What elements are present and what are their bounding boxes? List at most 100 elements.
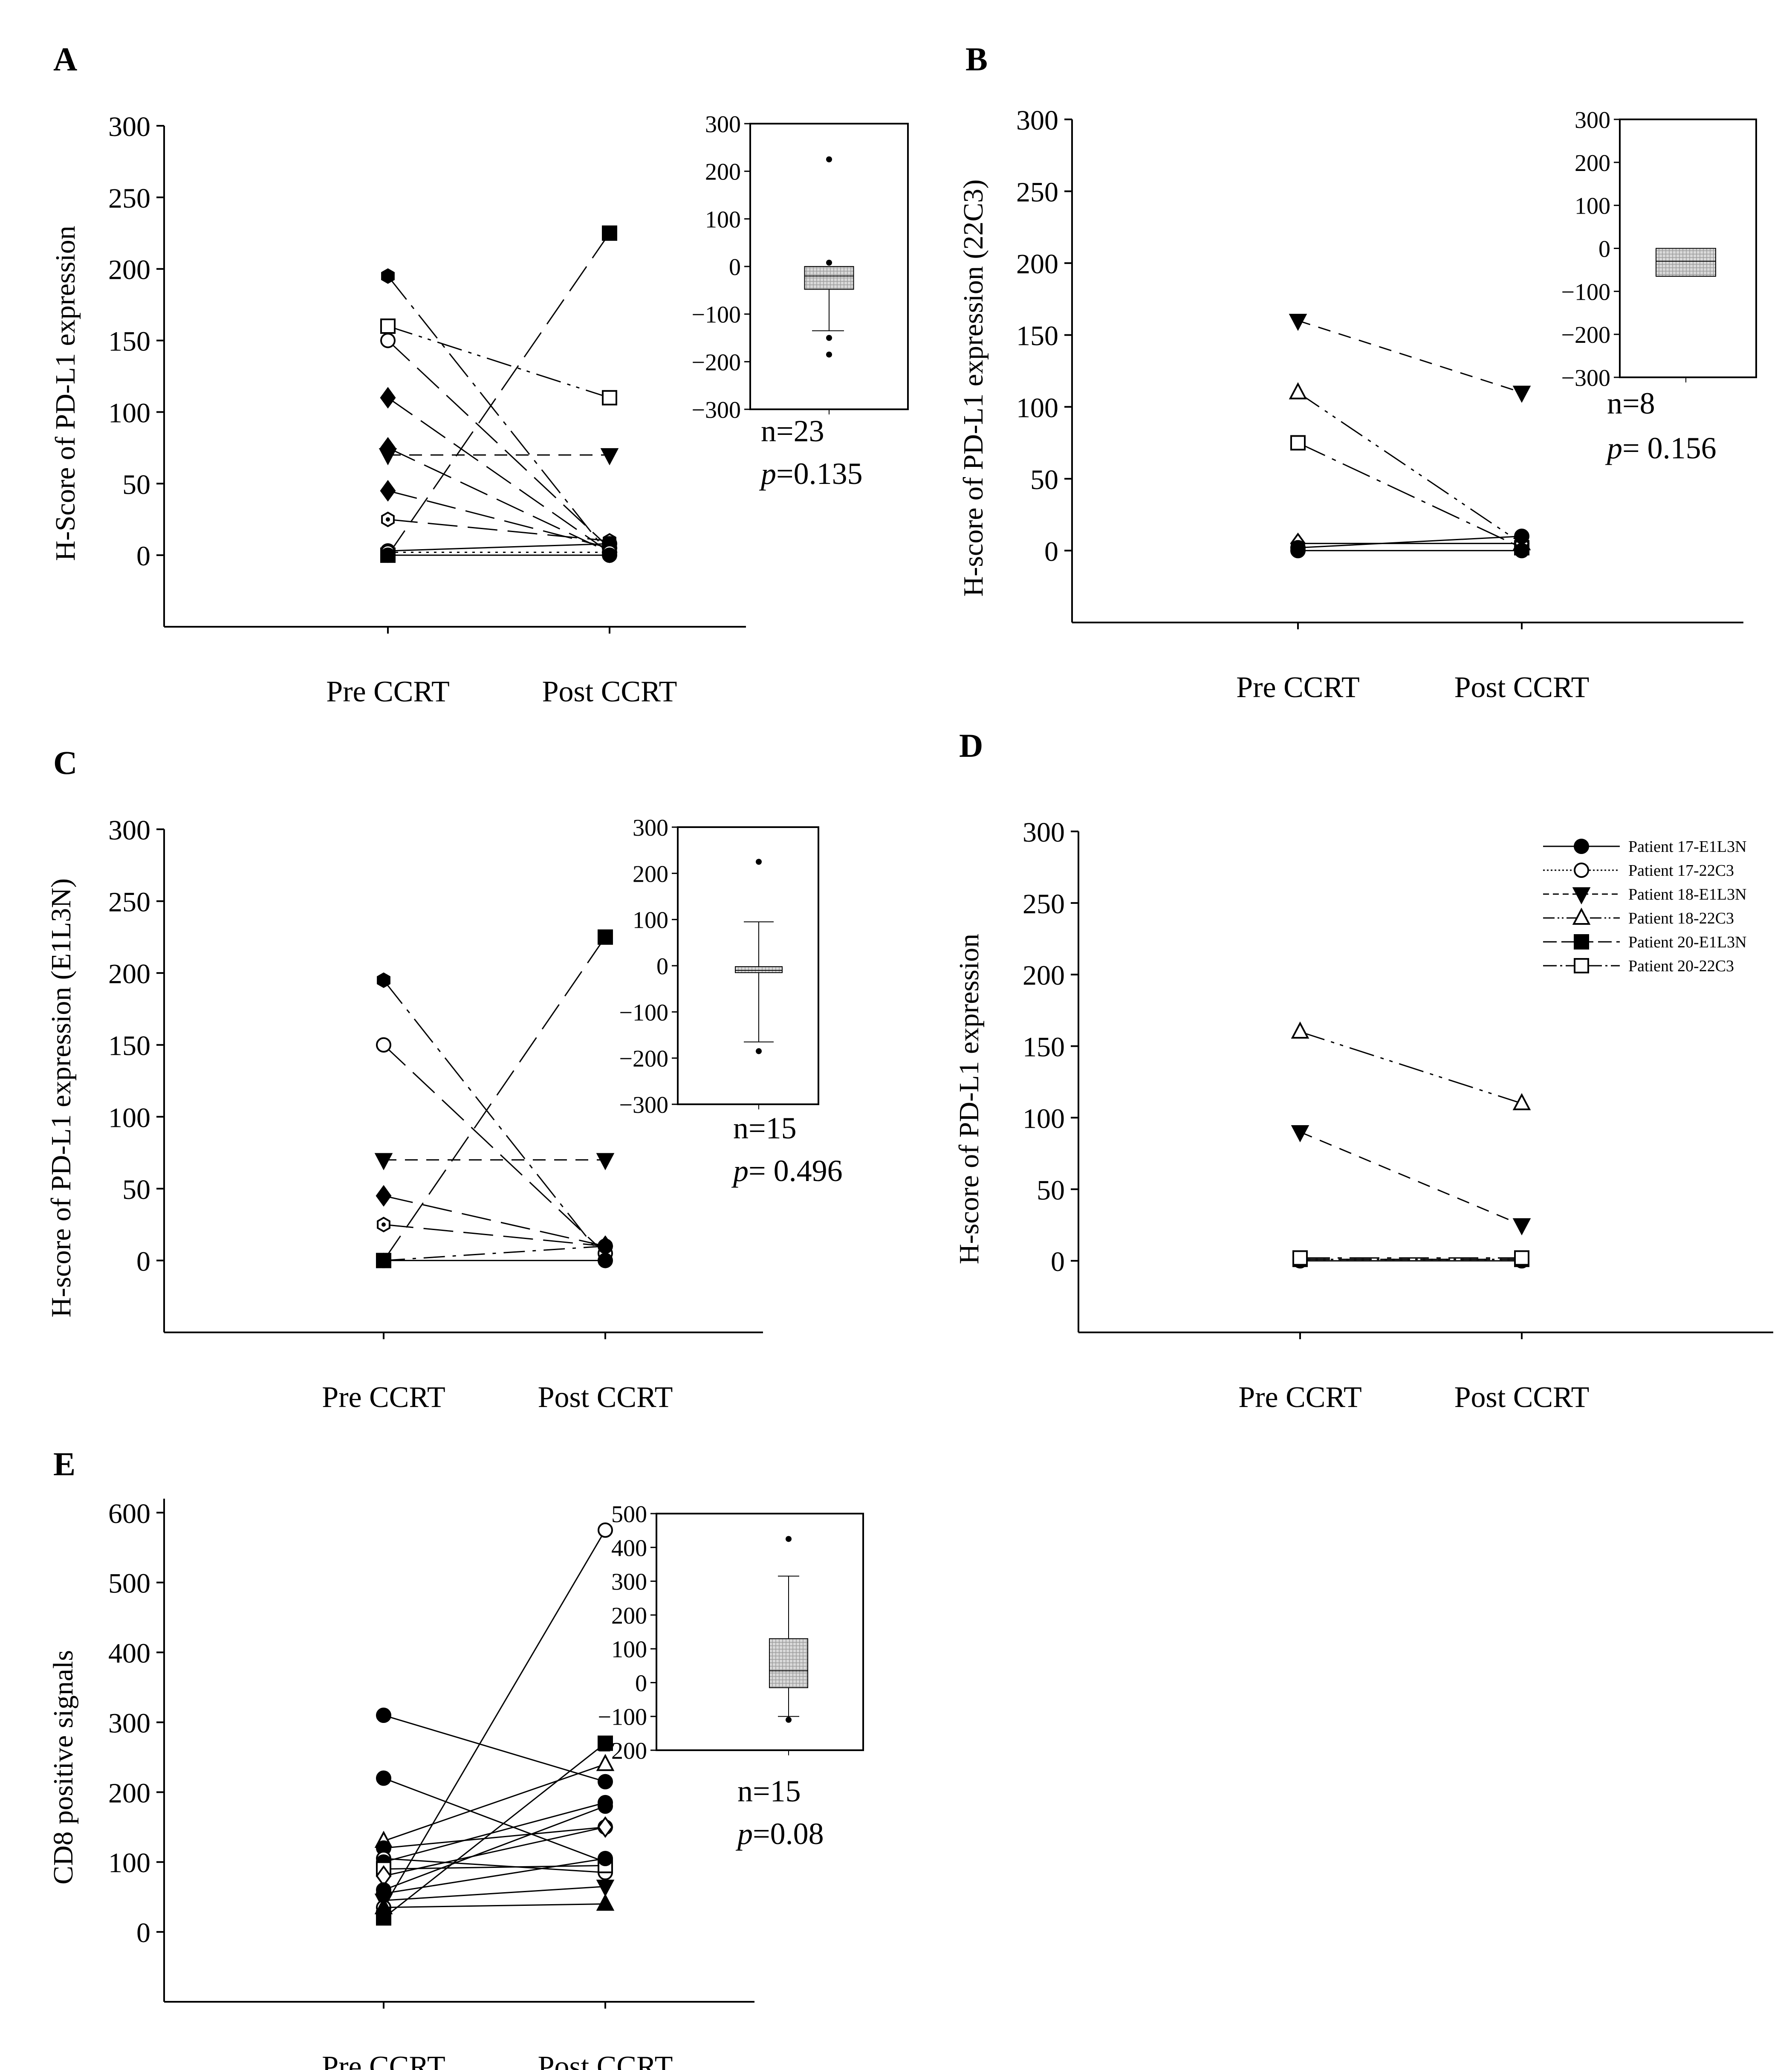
point-post: [596, 1153, 615, 1170]
series-line: [383, 1224, 606, 1247]
inset-ytick-label: 200: [705, 159, 741, 185]
series-s1: [1289, 314, 1531, 403]
xcat-label: Post CCRT: [542, 675, 677, 708]
ytick-label: 250: [1023, 889, 1065, 920]
series-line: [383, 937, 606, 1261]
panel-E: E 0 100 200 300 400 500 600 Pre CCRT Post CCRT CD8…: [48, 1445, 864, 2070]
ytick-label: 150: [1023, 1032, 1065, 1063]
series-s1: [376, 1708, 613, 1789]
point-pre: [376, 1037, 391, 1053]
series-s6: [379, 448, 619, 466]
legend-marker: [1572, 907, 1591, 925]
series-line: [383, 1805, 606, 1891]
panel-A: A 0 50 100 150 200 250 300 Pre CCRT Post CCRT H-Sc…: [50, 41, 909, 708]
ytick-label: 50: [1037, 1175, 1065, 1206]
ytick-label: 600: [108, 1498, 150, 1529]
inset-ytick-label: −300: [1561, 365, 1610, 391]
point-pre: [380, 387, 396, 409]
inset-ytick-label: 100: [633, 907, 668, 934]
p-value: =0.08: [753, 1817, 824, 1851]
point-pre: [381, 268, 395, 284]
inset-frame: [656, 1513, 864, 1751]
point-pre: [1289, 382, 1307, 400]
point-post: [1514, 528, 1529, 544]
point-post: [598, 1774, 613, 1789]
series-line: [1300, 1031, 1522, 1104]
inset-ytick-label: −300: [619, 1092, 668, 1118]
series-line: [1298, 392, 1522, 544]
series-line: [383, 1245, 606, 1261]
series-Patient 20-22C3: [1292, 1250, 1529, 1266]
xcat-label: Post CCRT: [538, 2050, 673, 2070]
series-line: [387, 447, 610, 553]
point-pre: [380, 480, 396, 502]
inset-ytick-label: −100: [619, 999, 668, 1026]
ytick-label: 500: [108, 1568, 150, 1599]
ytick-label: 400: [108, 1638, 150, 1669]
legend-marker: [1574, 839, 1589, 854]
xcat-label: Pre CCRT: [322, 1381, 445, 1414]
series-line: [383, 1529, 606, 1908]
point-pre: [376, 1910, 391, 1926]
ytick-label: 50: [1030, 464, 1058, 495]
panel-label-B: B: [965, 41, 988, 78]
inset-ytick-label: 300: [705, 111, 741, 138]
series-line: [383, 1886, 606, 1901]
ytick-label: 100: [1023, 1103, 1065, 1134]
ytick-label: 300: [1023, 817, 1065, 848]
point-pre: [376, 1708, 391, 1723]
ytick-label: 150: [108, 1031, 150, 1062]
inset-ytick-label: 200: [633, 861, 668, 887]
point-pre: [379, 448, 397, 466]
series-line: [383, 1903, 606, 1908]
inset-ytick-label: 500: [611, 1501, 647, 1528]
inset-outlier: [826, 156, 832, 162]
inset-ytick-label: 100: [611, 1636, 647, 1663]
series-line: [387, 275, 610, 556]
series-Patient 18-22C3: [1291, 1021, 1531, 1110]
inset-ytick-label: 0: [1598, 236, 1610, 263]
inset-ytick-label: 100: [705, 206, 741, 233]
inset-ytick-label: 300: [1575, 107, 1610, 133]
point-pre: [376, 1770, 391, 1786]
point-pre: [1289, 314, 1307, 331]
series-line: [383, 1858, 606, 1873]
xcat-label: Pre CCRT: [1236, 671, 1359, 704]
ytick-label: 0: [136, 1246, 150, 1277]
legend-marker: [1572, 887, 1591, 905]
p-symbol: p: [731, 1154, 749, 1188]
series-line: [1298, 442, 1522, 549]
ytick-label: 200: [1023, 960, 1065, 991]
point-pre: [380, 547, 396, 563]
inset-boxplot-E: 500 400 300 200 100 0 −100 −200 n=15 p=0.08: [598, 1501, 864, 1851]
legend-label: Patient 18-E1L3N: [1628, 886, 1747, 903]
ytick-label: 150: [108, 326, 150, 357]
ytick-label: 300: [108, 1708, 150, 1739]
point-post: [602, 390, 617, 405]
panel-C: C 0 50 100 150 200 250 300 Pre CCRT Post CCRT H-sc…: [46, 744, 843, 1414]
point-post: [597, 1816, 613, 1838]
series-line: [383, 1778, 606, 1863]
point-post: [596, 1879, 615, 1897]
inset-ytick-label: 0: [635, 1670, 647, 1697]
point-post: [1512, 1093, 1531, 1110]
p-value: =0.135: [776, 457, 863, 491]
inset-p-label: p= 0.156: [1605, 431, 1717, 465]
point-pre: [376, 1253, 391, 1268]
inset-ytick-label: 300: [633, 815, 668, 841]
series-line: [1298, 536, 1522, 549]
point-post: [598, 1851, 613, 1867]
series-s8: [376, 1253, 613, 1268]
legend-label: Patient 17-E1L3N: [1628, 838, 1747, 856]
point-post: [598, 1735, 613, 1751]
ytick-label: 100: [108, 397, 150, 428]
y-axis-label: CD8 positive signals: [48, 1650, 79, 1885]
point-post: [602, 225, 617, 241]
inset-p-label: p=0.08: [735, 1817, 824, 1851]
panel-label-A: A: [53, 41, 77, 78]
point-post: [598, 929, 613, 945]
xcat-label: Pre CCRT: [1238, 1381, 1361, 1414]
point-post: [600, 448, 619, 466]
point-post: [1512, 385, 1531, 403]
series-line: [387, 518, 610, 542]
